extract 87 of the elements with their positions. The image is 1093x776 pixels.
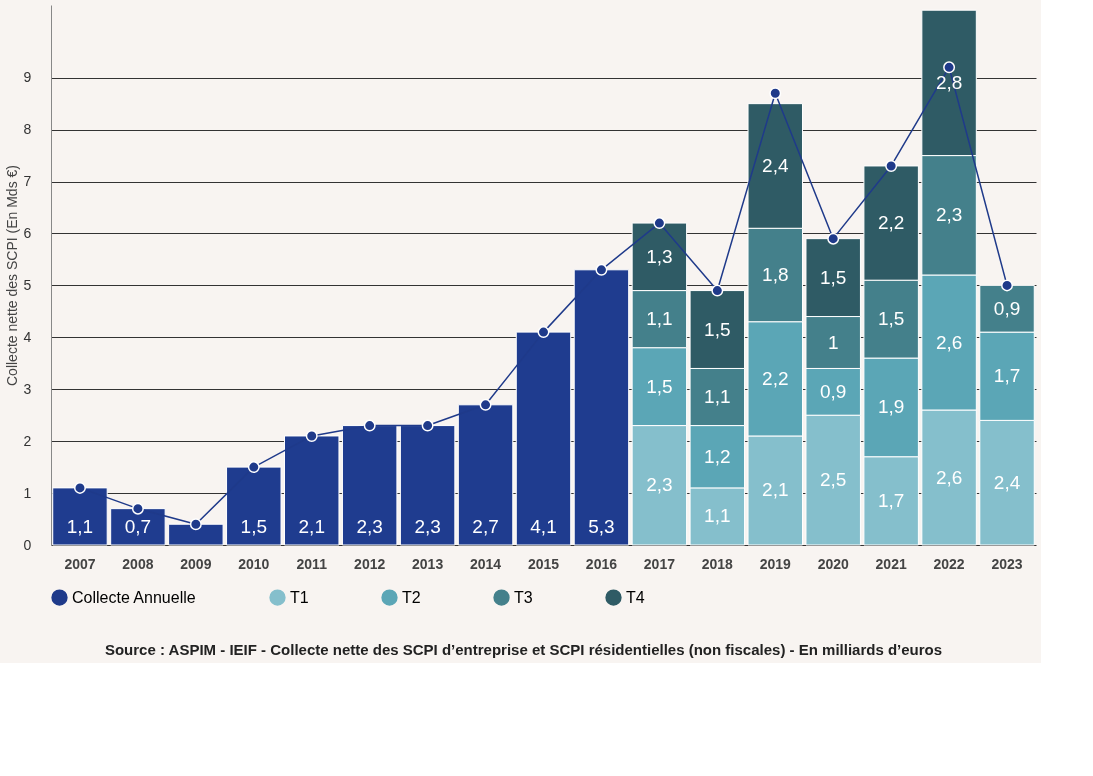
point [247, 461, 260, 474]
data-label: 1,8 [762, 264, 789, 285]
point [769, 87, 782, 100]
y-tick-label: 2 [23, 432, 32, 449]
data-label: 2,7 [472, 516, 499, 537]
x-tick-label: 2011 [296, 555, 328, 572]
x-tick-label: 2012 [354, 555, 386, 572]
data-label: 2,1 [762, 479, 789, 501]
point [537, 326, 550, 339]
data-label: 2,5 [819, 469, 847, 491]
data-label: 2,2 [762, 367, 789, 389]
data-label: 1,7 [993, 365, 1021, 387]
data-label: 1,5 [877, 308, 905, 330]
data-label: 2,4 [762, 154, 789, 176]
x-tick-label: 2020 [817, 555, 849, 572]
x-tick-label: 2021 [875, 555, 907, 572]
data-label: 4,1 [530, 516, 557, 537]
data-label: 2,3 [646, 474, 673, 496]
x-tick-label: 2009 [180, 555, 212, 572]
point [189, 518, 202, 531]
data-label: 1,9 [877, 396, 905, 418]
legend-label: Collecte Annuelle [72, 588, 196, 606]
data-label: 2,3 [935, 204, 963, 226]
y-tick-label: 3 [23, 380, 32, 397]
data-label: 1,7 [877, 489, 905, 511]
legend-label: T2 [402, 588, 421, 606]
point [73, 481, 86, 494]
y-tick-label: 9 [23, 69, 32, 86]
x-tick-label: 2008 [122, 555, 154, 572]
data-label: 5,3 [588, 516, 615, 537]
x-tick-label: 2016 [585, 555, 618, 572]
data-label: 1,5 [240, 516, 268, 537]
data-label: 1,1 [66, 516, 94, 537]
point [595, 263, 608, 276]
y-tick-label: 7 [23, 173, 32, 190]
point [131, 502, 144, 515]
x-tick-label: 2014 [469, 555, 502, 572]
data-label: 0,9 [993, 297, 1021, 319]
x-tick-label: 2018 [701, 555, 734, 572]
legend-label: T4 [626, 588, 645, 606]
data-label: 1,1 [704, 505, 731, 527]
point [653, 217, 666, 230]
data-label: 2,6 [935, 466, 963, 488]
data-label: 1,3 [646, 245, 673, 267]
data-label: 1,5 [646, 375, 673, 397]
legend-label: T3 [514, 588, 533, 606]
data-label: 2,8 [935, 71, 963, 93]
point [885, 159, 898, 172]
y-axis-title: Collecte nette des SCPI (En Mds €) [3, 165, 20, 386]
source-note: Source : ASPIM - IEIF - Collecte nette des SCPI d’entreprise et SCPI résidentielles (non fiscales) - En milliards d’euros [104, 641, 943, 658]
data-label: 1,5 [704, 318, 731, 340]
x-tick-label: 2019 [759, 555, 792, 572]
y-tick-label: 4 [23, 328, 32, 345]
data-label: 0,9 [819, 380, 847, 402]
legend-label: T1 [290, 588, 309, 606]
x-tick-label: 2013 [412, 555, 444, 572]
data-label: 2,6 [935, 331, 963, 353]
point [827, 232, 840, 245]
data-label: 2,3 [356, 516, 383, 537]
point [1001, 279, 1014, 292]
y-tick-label: 0 [23, 536, 32, 553]
point [711, 284, 724, 297]
data-label: 2,1 [298, 516, 325, 537]
point [943, 61, 956, 74]
point [363, 419, 376, 432]
data-label: 0,7 [124, 516, 152, 537]
data-label: 1,1 [646, 308, 673, 330]
data-label: 2,3 [414, 516, 441, 537]
point [479, 398, 492, 411]
x-tick-label: 2010 [238, 555, 270, 572]
data-label: 1,2 [704, 445, 731, 467]
point [305, 429, 318, 442]
y-tick-label: 5 [23, 276, 32, 293]
x-tick-label: 2015 [527, 555, 560, 572]
data-label: 1,5 [819, 266, 847, 288]
point [421, 419, 434, 432]
y-tick-label: 6 [23, 224, 32, 241]
data-label: 2,2 [877, 212, 905, 234]
y-tick-label: 8 [23, 121, 32, 138]
data-label: 1,1 [704, 386, 731, 408]
data-label: 1 [827, 331, 839, 353]
x-tick-label: 2023 [991, 555, 1023, 572]
y-tick-label: 1 [23, 484, 32, 501]
x-tick-label: 2007 [64, 555, 96, 572]
x-tick-label: 2022 [933, 555, 965, 572]
data-label: 2,4 [993, 471, 1021, 493]
x-tick-label: 2017 [643, 555, 676, 572]
